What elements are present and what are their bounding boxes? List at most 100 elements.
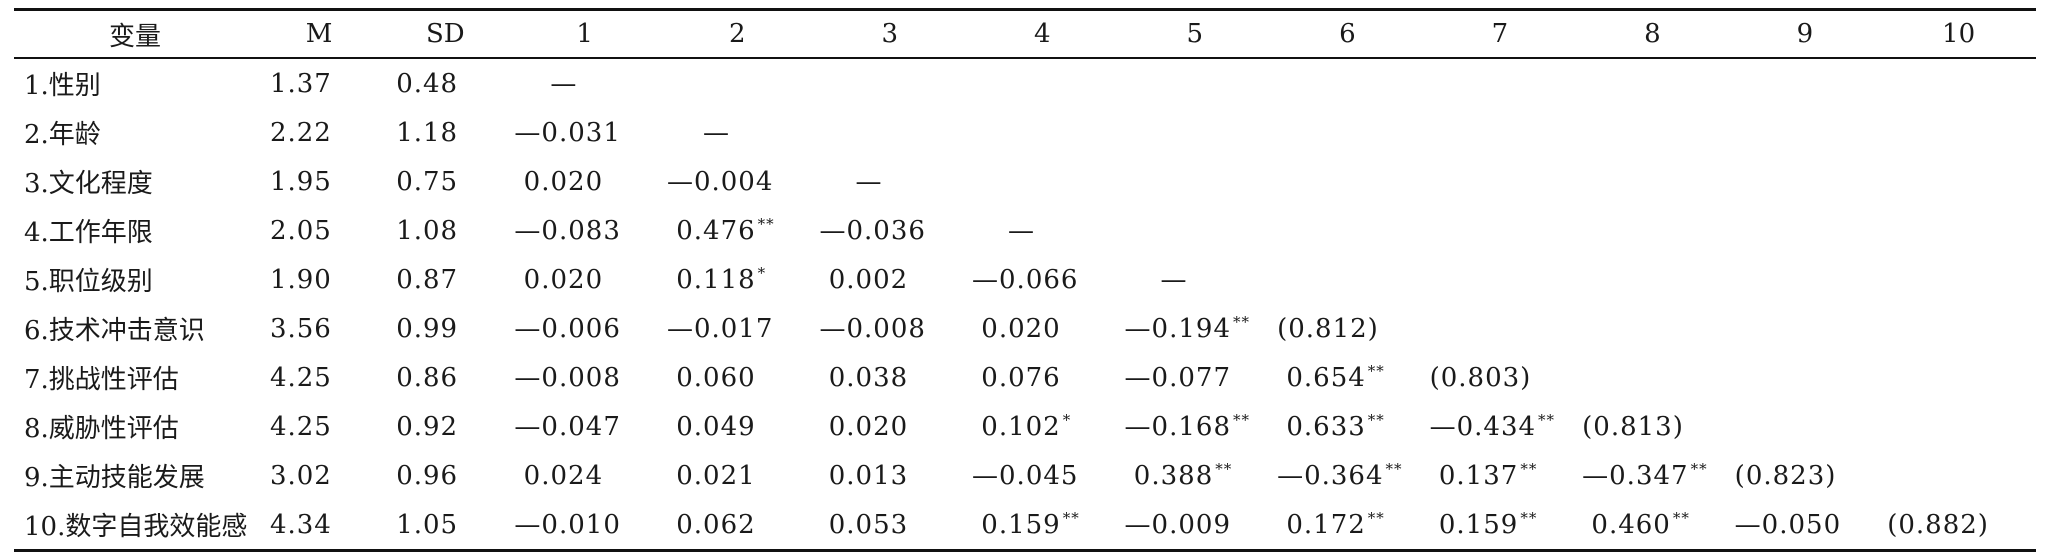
correlation-value: 0.020	[972, 313, 1061, 344]
correlation-value: 0.159	[1429, 510, 1519, 540]
significance-marker: **	[757, 215, 775, 233]
table-row: 2.年龄 2.22 1.18 —0.031 —	[14, 108, 2036, 157]
correlation-cell: 0.038	[813, 353, 966, 402]
correlation-cell	[1881, 402, 2036, 451]
column-header: 5	[1186, 19, 1204, 49]
correlation-cell: 0.021	[661, 451, 814, 500]
correlation-cell: —0.008	[813, 304, 966, 353]
correlation-cell	[1119, 108, 1272, 157]
correlation-value: 0.102	[972, 412, 1061, 442]
correlation-cell	[1424, 206, 1577, 255]
correlation-cell: —0.347 **	[1576, 451, 1729, 500]
correlation-value: 0.062	[666, 509, 756, 540]
mean-value: 4.34	[269, 509, 332, 540]
correlation-cell	[661, 58, 814, 108]
mean-value: 2.22	[269, 117, 332, 148]
correlation-cell	[966, 58, 1119, 108]
correlation-cell	[1271, 108, 1424, 157]
correlation-cell: 0.024	[508, 451, 661, 500]
correlation-cell: —0.168 **	[1119, 402, 1272, 451]
correlation-cell: —0.066	[966, 255, 1119, 304]
significance-marker: **	[1385, 460, 1403, 478]
mean-value: 3.02	[269, 460, 332, 491]
correlation-cell	[1271, 206, 1424, 255]
variable-label: 3.文化程度	[24, 169, 153, 199]
correlation-value: —0.010	[514, 509, 621, 540]
correlation-cell: —0.364 **	[1271, 451, 1424, 500]
correlation-cell	[1729, 255, 1882, 304]
significance-marker: *	[1062, 411, 1072, 429]
correlation-value: —0.077	[1124, 362, 1231, 393]
correlation-cell: (0.882)	[1881, 500, 2036, 551]
correlation-cell	[1729, 206, 1882, 255]
correlation-cell	[1576, 255, 1729, 304]
correlation-value: (0.882)	[1887, 509, 1989, 540]
correlation-value: —	[702, 117, 730, 148]
correlation-cell: —	[508, 58, 661, 108]
sd-value: 0.99	[396, 313, 459, 344]
correlation-cell: 0.460 **	[1576, 500, 1729, 551]
significance-marker: **	[1538, 411, 1556, 429]
mean-value: 3.56	[269, 313, 332, 344]
correlation-value: (0.823)	[1734, 460, 1837, 491]
correlation-value: —0.050	[1734, 509, 1842, 540]
correlation-cell	[1424, 157, 1577, 206]
correlation-cell: (0.812)	[1271, 304, 1424, 353]
correlation-value: 0.060	[666, 362, 756, 393]
table-row: 8.威胁性评估 4.25 0.92 —0.047 0.049 0.020 0.102 *…	[14, 402, 2036, 451]
variable-label: 6.技术冲击意识	[24, 316, 205, 346]
significance-marker: **	[1367, 509, 1385, 527]
correlation-cell: 0.020	[813, 402, 966, 451]
table-row: 3.文化程度 1.95 0.75 0.020 —0.004 —	[14, 157, 2036, 206]
sd-value: 0.75	[396, 166, 459, 197]
correlation-cell: 0.062	[661, 500, 814, 551]
correlation-cell	[1881, 451, 2036, 500]
correlation-cell	[1576, 108, 1729, 157]
correlation-cell: —0.008	[508, 353, 661, 402]
correlation-value: 0.388	[1124, 461, 1214, 491]
variable-label: 4.工作年限	[24, 218, 153, 248]
correlation-cell	[1119, 206, 1272, 255]
correlation-value: 0.021	[666, 460, 756, 491]
correlation-value: —	[550, 68, 578, 99]
correlation-value: —0.083	[514, 215, 621, 246]
correlation-value: —0.004	[666, 166, 774, 197]
correlation-cell: —	[966, 206, 1119, 255]
correlation-value: 0.024	[514, 460, 604, 491]
correlation-cell: —0.083	[508, 206, 661, 255]
correlation-value: —	[855, 166, 883, 197]
significance-marker: **	[1232, 313, 1250, 331]
correlation-cell	[1881, 157, 2036, 206]
correlation-cell	[1576, 58, 1729, 108]
correlation-value: 0.020	[514, 166, 604, 197]
correlation-value: 0.460	[1582, 510, 1671, 540]
sd-value: 1.05	[396, 509, 459, 540]
significance-marker: **	[1520, 509, 1538, 527]
correlation-cell: —0.036	[813, 206, 966, 255]
correlation-value: —0.008	[514, 362, 621, 393]
table-row: 4.工作年限 2.05 1.08 —0.083 0.476 ** —0.036—	[14, 206, 2036, 255]
correlation-cell	[966, 108, 1119, 157]
correlation-cell: 0.020	[966, 304, 1119, 353]
correlation-value: —0.434	[1429, 412, 1537, 442]
correlation-table-container: 变量 M SD 1 2 3 4 5 6 7 8 9 10 1.性别 1.37 0.48—2.年龄 2.22 1.…	[14, 8, 2036, 552]
correlation-cell: —	[813, 157, 966, 206]
correlation-cell: —0.010	[508, 500, 661, 551]
sd-value: 1.18	[396, 117, 459, 148]
correlation-cell: —0.047	[508, 402, 661, 451]
correlation-cell: —	[661, 108, 814, 157]
correlation-value: (0.813)	[1582, 411, 1684, 442]
correlation-cell	[1576, 353, 1729, 402]
correlation-value: (0.803)	[1429, 362, 1532, 393]
correlation-cell: 0.049	[661, 402, 814, 451]
correlation-cell: —0.194 **	[1119, 304, 1272, 353]
correlation-value: 0.020	[514, 264, 604, 295]
correlation-cell	[1729, 108, 1882, 157]
correlation-cell	[1119, 58, 1272, 108]
correlation-value: 0.002	[819, 264, 909, 295]
correlation-cell: 0.013	[813, 451, 966, 500]
correlation-cell: 0.476 **	[661, 206, 814, 255]
correlation-cell: (0.813)	[1576, 402, 1729, 451]
correlation-value: 0.038	[819, 362, 909, 393]
correlation-value: —0.066	[972, 264, 1079, 295]
